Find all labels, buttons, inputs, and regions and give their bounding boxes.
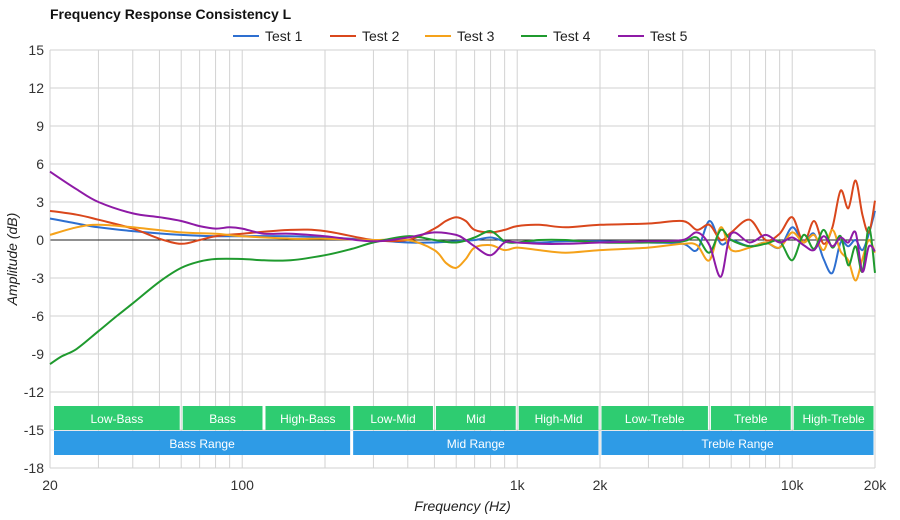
grid [49, 49, 876, 469]
y-tick-label: 15 [28, 42, 44, 58]
y-tick-label: 6 [36, 156, 44, 172]
band-box [265, 406, 351, 430]
band-label: Treble [734, 412, 768, 426]
y-tick-label: 3 [36, 194, 44, 210]
band-box [353, 406, 433, 430]
legend-label: Test 4 [553, 28, 591, 44]
band-box [601, 431, 874, 455]
chart-title: Frequency Response Consistency L [50, 6, 292, 22]
band-label: Mid Range [447, 437, 505, 451]
band-box [793, 406, 874, 430]
legend-label: Test 2 [362, 28, 400, 44]
series-line-test-4 [49, 226, 876, 365]
x-tick-label: 1k [510, 477, 526, 493]
x-axis-label: Frequency (Hz) [414, 498, 510, 514]
y-tick-label: -18 [24, 460, 44, 476]
band-box [601, 406, 708, 430]
x-tick-label: 2k [593, 477, 609, 493]
band-label: Bass [209, 412, 236, 426]
band-box [54, 431, 351, 455]
x-tick-label: 20 [42, 477, 58, 493]
y-tick-label: -15 [24, 422, 44, 438]
y-axis-label: Amplitude (dB) [4, 213, 20, 307]
legend-label: Test 1 [265, 28, 303, 44]
legend: Test 1 Test 2 Test 3 Test 4 Test 5 [233, 28, 688, 44]
band-box [182, 406, 263, 430]
y-tick-label: -6 [32, 308, 45, 324]
band-label: High-Mid [535, 412, 583, 426]
band-box [710, 406, 791, 430]
y-tick-label: -9 [32, 346, 45, 362]
band-box [353, 431, 599, 455]
band-label: Treble Range [701, 437, 774, 451]
y-tick-label: -3 [32, 270, 45, 286]
band-label: Low-Treble [625, 412, 685, 426]
band-label: Low-Bass [91, 412, 144, 426]
series-line-test-2 [49, 179, 876, 245]
y-tick-label: 12 [28, 80, 44, 96]
band-label: Mid [466, 412, 485, 426]
band-label: Bass Range [169, 437, 235, 451]
band-box [435, 406, 516, 430]
y-tick-label: 9 [36, 118, 44, 134]
frequency-bands: Low-Bass Bass High-Bass Low-Mid Mid High-Mid L… [54, 406, 874, 455]
band-box [518, 406, 599, 430]
band-label: High-Bass [280, 412, 335, 426]
band-label: High-Treble [802, 412, 865, 426]
y-tick-label: 0 [36, 232, 44, 248]
band-box [54, 406, 180, 430]
series-line-test-5 [49, 170, 876, 278]
x-tick-label: 20k [864, 477, 888, 493]
legend-label: Test 3 [457, 28, 495, 44]
y-tick-label: -12 [24, 384, 44, 400]
series-line-test-3 [49, 223, 876, 282]
series-group [49, 170, 876, 365]
x-tick-label: 10k [781, 477, 805, 493]
legend-label: Test 5 [650, 28, 688, 44]
x-tick-label: 100 [231, 477, 255, 493]
band-label: Low-Mid [370, 412, 415, 426]
